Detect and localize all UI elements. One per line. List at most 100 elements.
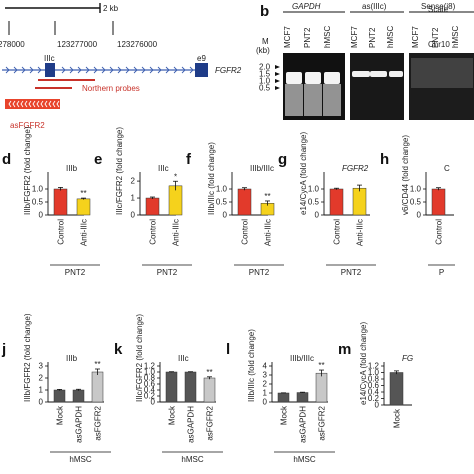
category-label: asGAPDH bbox=[75, 406, 84, 443]
y-axis-label: IIIb/IIIc (fold change) bbox=[207, 142, 216, 215]
strand-arrow-chevron bbox=[133, 66, 138, 74]
bar bbox=[76, 198, 91, 216]
y-tick-label: 0.5 bbox=[216, 198, 228, 207]
category-label: asGAPDH bbox=[187, 406, 196, 443]
panel-letter: g bbox=[278, 151, 287, 168]
chart-panel-g: g FGFR2 e14/CycA (fold change) 0 0.5 1.0 Contr… bbox=[278, 132, 376, 277]
group-label: PNT2 bbox=[249, 268, 270, 277]
panel-letter: e bbox=[94, 151, 102, 168]
chromosome-label: Chr10 bbox=[428, 40, 450, 49]
bar bbox=[315, 372, 328, 403]
chart-title: IIIb/IIIc bbox=[290, 354, 314, 363]
antisense-chevron bbox=[8, 100, 12, 108]
significance-label: ** bbox=[80, 189, 86, 198]
lane-label: PNT2 bbox=[303, 27, 312, 48]
y-tick-label: 0.2 bbox=[144, 392, 156, 401]
blot-group-as-iiic: as(IIIc) bbox=[362, 2, 387, 11]
y-tick-label: 2 bbox=[131, 177, 136, 186]
chart-title: IIIb bbox=[66, 164, 78, 173]
group-label: hMSC bbox=[181, 455, 203, 464]
strand-arrow-chevron bbox=[149, 66, 154, 74]
category-label: Control bbox=[435, 219, 444, 245]
marker-arrow bbox=[275, 65, 280, 69]
group-label: hMSC bbox=[69, 455, 91, 464]
strand-arrow-chevron bbox=[85, 66, 90, 74]
chart-title: FGFR2 bbox=[342, 164, 369, 173]
y-tick-label: 0 bbox=[417, 211, 422, 220]
panel-letter: l bbox=[226, 341, 230, 358]
y-tick-label: 0.5 bbox=[308, 198, 320, 207]
y-axis-label: IIIb/FGFR2 (fold change) bbox=[23, 313, 32, 402]
group-label: PNT2 bbox=[341, 268, 362, 277]
y-tick-label: 4 bbox=[263, 362, 268, 371]
category-label: Mock bbox=[280, 405, 289, 425]
category-label: Anti-IIIc bbox=[356, 219, 365, 246]
antisense-chevron bbox=[44, 100, 48, 108]
y-tick-label: 1.0 bbox=[410, 185, 422, 194]
strand-arrow-chevron bbox=[37, 66, 42, 74]
blot-lane-labels: MCF7 PNT2 hMSC MCF7 PNT2 hMSC MCF7 PNT2 hMSC bbox=[283, 26, 460, 48]
marker-size-label: 2.0 bbox=[259, 63, 271, 72]
asfgfr2-direction-chevrons bbox=[8, 100, 60, 108]
y-axis-label: IIIc/FGFR2 (fold change) bbox=[135, 314, 144, 402]
y-tick-label: 3 bbox=[39, 362, 44, 371]
y-tick-label: 0.4 bbox=[368, 388, 380, 397]
blot-band-gapdh bbox=[305, 72, 321, 84]
y-axis-label: IIIb/IIIc (fold change) bbox=[247, 329, 256, 402]
y-axis-label: IIIb/FGFR2 (fold change) bbox=[23, 126, 32, 215]
panel-letter: m bbox=[338, 341, 351, 358]
chart-panel-e: e IIIc IIIc/FGFR2 (fold change) 0 1 2 Control *… bbox=[94, 127, 192, 277]
group-label: PNT2 bbox=[157, 268, 178, 277]
bar bbox=[53, 188, 68, 216]
y-tick-label: 0 bbox=[151, 398, 156, 407]
antisense-chevron bbox=[28, 100, 32, 108]
antisense-chevron bbox=[24, 100, 28, 108]
antisense-chevron bbox=[12, 100, 16, 108]
y-tick-label: 2 bbox=[263, 380, 268, 389]
blot-band-gapdh bbox=[286, 72, 302, 84]
bar bbox=[431, 188, 446, 216]
y-tick-label: 1.2 bbox=[144, 362, 156, 371]
lane-label: PNT2 bbox=[368, 27, 377, 48]
category-label: asFGFR2 bbox=[94, 405, 103, 440]
y-tick-label: 0.5 bbox=[410, 198, 422, 207]
bar bbox=[184, 371, 197, 403]
bar bbox=[237, 188, 252, 216]
bar bbox=[277, 392, 290, 403]
gene-name-label: FGFR2 bbox=[215, 66, 242, 75]
strand-arrow-chevron bbox=[77, 66, 82, 74]
strand-arrow-chevron bbox=[117, 66, 122, 74]
group-label: P bbox=[439, 268, 444, 277]
lane-label: MCF7 bbox=[350, 26, 359, 48]
category-label: Control bbox=[241, 219, 250, 245]
antisense-chevron bbox=[20, 100, 24, 108]
strand-arrow-chevron bbox=[13, 66, 18, 74]
strand-arrow-chevron bbox=[21, 66, 26, 74]
category-label: Control bbox=[333, 219, 342, 245]
significance-label: ** bbox=[94, 360, 100, 369]
exon-iiic-box bbox=[45, 63, 55, 77]
antisense-chevron bbox=[40, 100, 44, 108]
coord-label-1: 278000 bbox=[0, 40, 25, 49]
y-tick-label: 0 bbox=[263, 398, 268, 407]
bar bbox=[352, 187, 367, 216]
chart-panel-h: h Cv6/CD44 (fold change) 0 0.5 1.0 Control P bbox=[380, 135, 455, 277]
chart-title: FG bbox=[402, 354, 413, 363]
strand-arrow-chevron bbox=[189, 66, 194, 74]
bar bbox=[72, 389, 85, 403]
y-tick-label: 0 bbox=[375, 401, 380, 410]
y-tick-label: 0.4 bbox=[144, 386, 156, 395]
y-tick-label: 0.8 bbox=[144, 374, 156, 383]
strand-arrow-chevron bbox=[29, 66, 34, 74]
blot-group-gapdh: GAPDH bbox=[292, 2, 321, 11]
category-label: Anti-IIIc bbox=[172, 219, 181, 246]
scale-length-label: 2 kb bbox=[103, 4, 119, 13]
panel-letter: k bbox=[114, 341, 123, 358]
antisense-chevron bbox=[16, 100, 20, 108]
coord-label-3: 123276000 bbox=[117, 40, 158, 49]
chart-panel-f: f IIIb/IIIc IIIb/IIIc (fold change) 0 0.5 1.0… bbox=[186, 142, 284, 277]
strand-arrow-chevron bbox=[101, 66, 106, 74]
y-tick-label: 0.2 bbox=[368, 394, 380, 403]
